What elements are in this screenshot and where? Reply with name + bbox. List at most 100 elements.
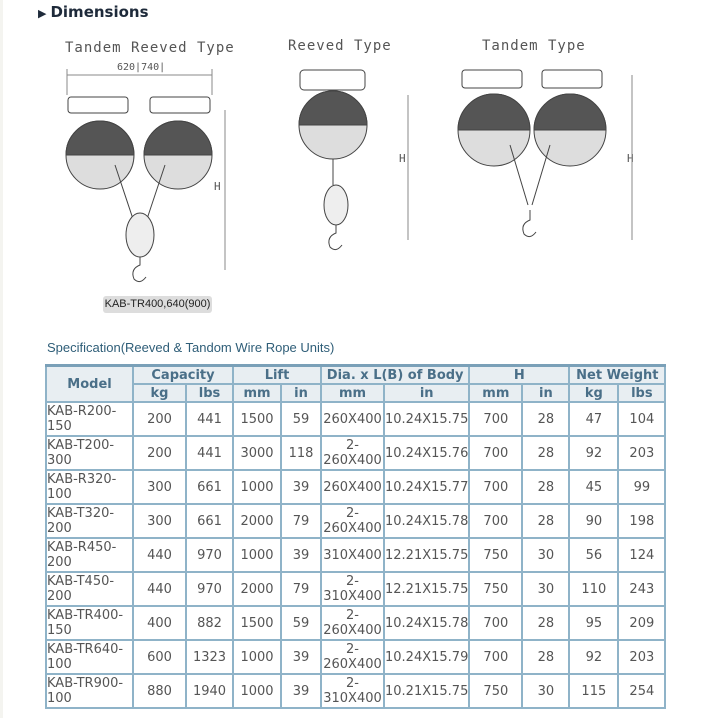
table-cell: 115 — [568, 673, 620, 709]
model-cell: KAB-R320-100 — [45, 469, 134, 505]
table-cell: 750 — [468, 571, 524, 607]
table-cell: 2-310X400 — [320, 673, 385, 709]
model-cell: KAB-T200-300 — [45, 435, 134, 471]
subheader: mm — [232, 383, 282, 403]
page-edge — [0, 0, 3, 718]
height-label-3: H — [627, 152, 635, 165]
table-cell: 28 — [521, 639, 571, 675]
table-cell: 104 — [617, 401, 667, 437]
table-cell: 880 — [132, 673, 187, 709]
table-cell: 30 — [521, 537, 571, 573]
table-cell: 2-260X400 — [320, 435, 385, 471]
table-cell: 260X400 — [320, 469, 385, 505]
table-cell: 2000 — [232, 571, 282, 607]
section-title-text: Dimensions — [50, 3, 149, 21]
table-cell: 260X400 — [320, 401, 385, 437]
table-row: KAB-T320-200 300 661 2000 79 2-260X400 10.24X1… — [45, 503, 667, 539]
subheader: kg — [132, 383, 187, 403]
drawing-label-tandem: Tandem Type — [482, 38, 586, 54]
header-capacity: Capacity — [132, 364, 234, 385]
table-cell: 10.24X15.77 — [382, 469, 471, 505]
header-model: Model — [45, 364, 134, 403]
table-cell: 1000 — [232, 673, 282, 709]
table-cell: 2000 — [232, 503, 282, 539]
table-cell: 700 — [468, 435, 524, 471]
spec-table: Model Capacity Lift Dia. x L(B) of Body … — [45, 364, 667, 709]
table-cell: 110 — [568, 571, 620, 607]
table-cell: 3000 — [232, 435, 282, 471]
table-cell: 10.24X15.78 — [382, 503, 471, 539]
table-cell: 254 — [617, 673, 667, 709]
table-cell: 700 — [468, 469, 524, 505]
table-cell: 441 — [185, 401, 234, 437]
table-cell: 441 — [185, 435, 234, 471]
header-body: Dia. x L(B) of Body — [319, 364, 471, 385]
drawing-label-reeved: Reeved Type — [288, 38, 392, 54]
subheader: mm — [320, 383, 385, 403]
table-cell: 2-260X400 — [320, 605, 385, 641]
triangle-bullet-icon: ▶ — [38, 7, 47, 20]
hoist-drawings — [65, 69, 633, 283]
section-title: ▶ Dimensions — [38, 3, 149, 21]
table-cell: 39 — [280, 469, 322, 505]
reeved-drawing — [298, 69, 409, 251]
header-weight: Net Weight — [568, 364, 667, 385]
height-label-2: H — [399, 152, 407, 165]
table-cell: 79 — [280, 503, 322, 539]
table-row: KAB-T200-300 200 441 3000 118 2-260X400 10.24X… — [45, 435, 667, 471]
table-row: KAB-R200-150 200 441 1500 59 260X400 10.24X15.… — [45, 401, 667, 437]
table-cell: 30 — [521, 571, 571, 607]
table-cell: 661 — [185, 503, 234, 539]
table-cell: 970 — [185, 571, 234, 607]
table-cell: 700 — [468, 605, 524, 641]
table-cell: 79 — [280, 571, 322, 607]
table-cell: 28 — [521, 401, 571, 437]
table-cell: 59 — [280, 605, 322, 641]
model-badge: KAB-TR400,640(900) — [103, 296, 212, 313]
table-cell: 28 — [521, 605, 571, 641]
table-cell: 882 — [185, 605, 234, 641]
table-cell: 750 — [468, 537, 524, 573]
table-cell: 45 — [568, 469, 620, 505]
table-row: KAB-R320-100 300 661 1000 39 260X400 10.24X15.… — [45, 469, 667, 505]
table-cell: 95 — [568, 605, 620, 641]
subheader: lbs — [185, 383, 234, 403]
table-cell: 10.24X15.76 — [382, 435, 471, 471]
table-cell: 203 — [617, 639, 667, 675]
table-cell: 2-260X400 — [320, 639, 385, 675]
table-cell: 28 — [521, 469, 571, 505]
table-row: KAB-R450-200 440 970 1000 39 310X400 12.21X15.… — [45, 537, 667, 573]
table-cell: 39 — [280, 673, 322, 709]
table-cell: 310X400 — [320, 537, 385, 573]
table-cell: 440 — [132, 537, 187, 573]
width-dimension: 620|740| — [117, 62, 166, 73]
drawing-label-tandem-reeved: Tandem Reeved Type — [65, 40, 235, 56]
table-cell: 400 — [132, 605, 187, 641]
table-cell: 12.21X15.75 — [382, 537, 471, 573]
table-cell: 970 — [185, 537, 234, 573]
table-row: KAB-TR900-100 880 1940 1000 39 2-310X400 10.21… — [45, 673, 667, 709]
table-row: KAB-TR400-150 400 882 1500 59 2-260X400 10.24X… — [45, 605, 667, 641]
table-cell: 10.21X15.75 — [382, 673, 471, 709]
table-cell: 90 — [568, 503, 620, 539]
table-cell: 12.21X15.75 — [382, 571, 471, 607]
subheader: in — [521, 383, 571, 403]
table-cell: 10.24X15.78 — [382, 605, 471, 641]
table-cell: 700 — [468, 639, 524, 675]
table-cell: 243 — [617, 571, 667, 607]
model-cell: KAB-T450-200 — [45, 571, 134, 607]
table-cell: 1000 — [232, 639, 282, 675]
tandem-drawing — [457, 69, 633, 240]
table-cell: 440 — [132, 571, 187, 607]
table-cell: 59 — [280, 401, 322, 437]
table-cell: 92 — [568, 435, 620, 471]
model-cell: KAB-T320-200 — [45, 503, 134, 539]
table-cell: 2-260X400 — [320, 503, 385, 539]
table-cell: 39 — [280, 537, 322, 573]
table-cell: 661 — [185, 469, 234, 505]
table-cell: 1940 — [185, 673, 234, 709]
table-cell: 1323 — [185, 639, 234, 675]
table-cell: 1000 — [232, 469, 282, 505]
table-cell: 700 — [468, 401, 524, 437]
table-cell: 200 — [132, 401, 187, 437]
